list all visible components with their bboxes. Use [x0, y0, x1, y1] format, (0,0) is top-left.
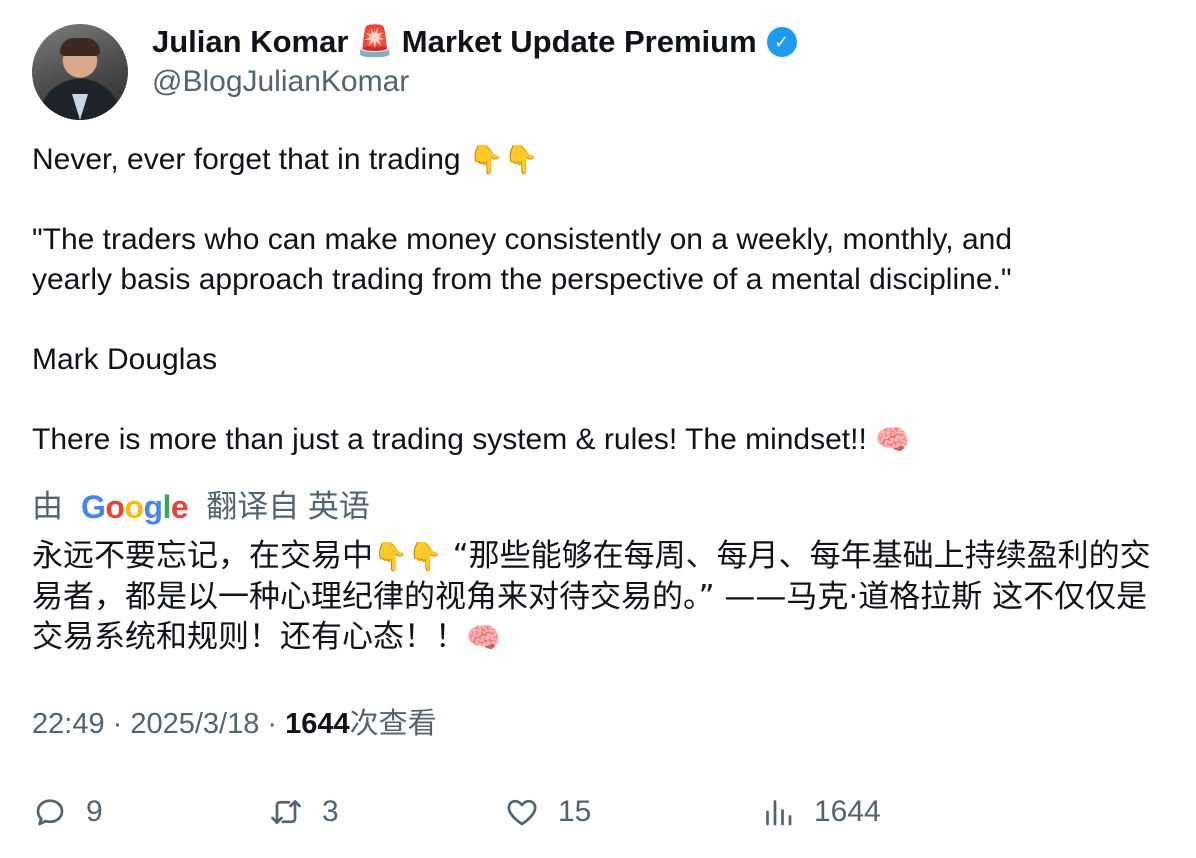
- action-bar: 9 3 15 1644: [32, 790, 1162, 834]
- tweet-quote-line: yearly basis approach trading from the p…: [32, 263, 1012, 296]
- retweet-icon: [271, 800, 301, 824]
- retweet-button[interactable]: 3: [268, 790, 339, 834]
- views-count: 1644: [814, 795, 881, 828]
- google-letter: o: [105, 489, 125, 525]
- tweet-line: Never, ever forget that in trading 👇👇: [32, 140, 1162, 180]
- paragraph-gap: [32, 380, 1162, 420]
- google-letter: g: [143, 489, 163, 525]
- brain-emoji-icon: 🧠: [875, 423, 911, 456]
- views-button[interactable]: 1644: [760, 790, 881, 834]
- paragraph-gap: [32, 180, 1162, 220]
- translation-attribution: 由 Google 翻译自 英语: [32, 487, 370, 527]
- translation-source-label: 翻译自 英语: [206, 489, 370, 524]
- tweet-line-text: Never, ever forget that in trading: [32, 143, 461, 176]
- siren-emoji-icon: 🚨: [356, 24, 394, 59]
- reply-count: 9: [86, 795, 103, 828]
- translated-text-part: “那些能够在每周、每月、每年基础上持续盈利的交易者，都是以一种心理纪律的视角来对…: [32, 538, 1151, 655]
- translation-by: 由: [32, 489, 63, 524]
- analytics-icon: [766, 800, 792, 826]
- meta-separator: ·: [259, 708, 286, 740]
- like-button[interactable]: 15: [504, 790, 591, 834]
- author-avatar[interactable]: [32, 24, 128, 120]
- pointing-down-emoji-icon: 👇👇: [468, 143, 539, 176]
- view-count-label: 次查看: [349, 708, 437, 740]
- google-letter: G: [81, 489, 106, 525]
- reply-button[interactable]: 9: [32, 790, 103, 834]
- reply-icon: [36, 799, 64, 826]
- translated-text-part: 永远不要忘记，在交易中: [32, 538, 373, 574]
- heart-icon: [507, 799, 537, 826]
- tweet-date[interactable]: 2025/3/18: [130, 708, 260, 740]
- brain-emoji-icon: 🧠: [466, 621, 501, 654]
- avatar-hair: [60, 38, 100, 56]
- paragraph-gap: [32, 300, 1162, 340]
- author-handle[interactable]: @BlogJulianKomar: [152, 65, 410, 98]
- tweet-attribution: Mark Douglas: [32, 343, 218, 376]
- avatar-shirt: [72, 94, 88, 120]
- like-count: 15: [558, 795, 592, 828]
- view-count: 1644: [285, 708, 350, 740]
- author-name[interactable]: Julian Komar: [152, 24, 349, 59]
- tweet-meta: 22:49 · 2025/3/18 · 1644次查看: [32, 704, 437, 744]
- google-letter: e: [170, 489, 189, 525]
- translated-text: 永远不要忘记，在交易中👇👇 “那些能够在每周、每月、每年基础上持续盈利的交易者，…: [32, 536, 1162, 658]
- pointing-down-emoji-icon: 👇👇: [373, 540, 443, 573]
- verified-badge-icon[interactable]: ✓: [766, 27, 797, 57]
- google-letter: l: [162, 489, 172, 525]
- meta-separator: ·: [104, 708, 131, 740]
- tweet-line: There is more than just a trading system…: [32, 420, 1162, 460]
- tweet-quote-line: "The traders who can make money consiste…: [32, 223, 1013, 256]
- tweet-text: Never, ever forget that in trading 👇👇 "T…: [32, 140, 1162, 460]
- author-name-row[interactable]: Julian Komar 🚨 Market Update Premium ✓: [152, 22, 797, 62]
- google-logo-icon[interactable]: Google: [81, 487, 189, 527]
- author-name-suffix[interactable]: Market Update Premium: [401, 24, 757, 59]
- tweet-time[interactable]: 22:49: [32, 708, 105, 740]
- google-letter: o: [124, 489, 144, 525]
- retweet-count: 3: [322, 795, 339, 828]
- tweet-closing-text: There is more than just a trading system…: [32, 423, 867, 456]
